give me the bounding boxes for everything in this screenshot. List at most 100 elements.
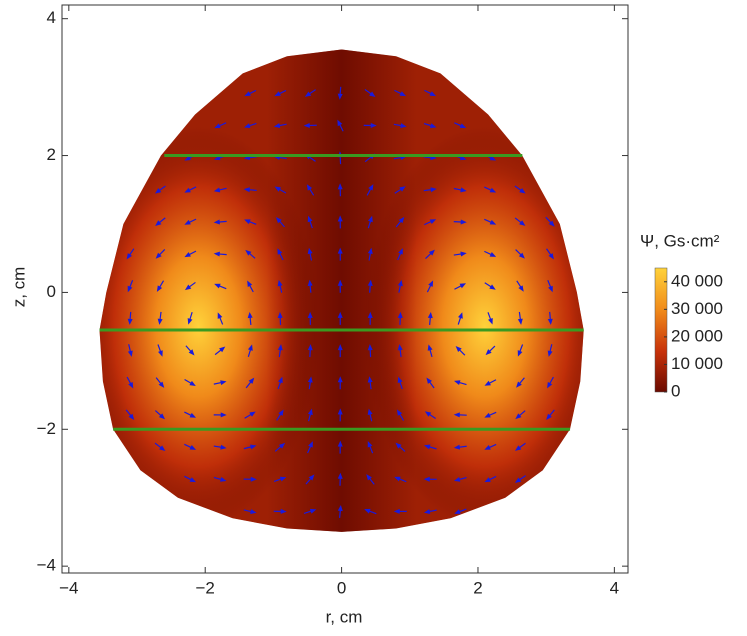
arrow-head (397, 279, 403, 287)
arrow-head (213, 219, 220, 225)
arrow-head (428, 280, 434, 287)
heatmap-stripe (266, 49, 417, 532)
arrow-head (128, 382, 134, 389)
x-tick-label: 4 (610, 578, 619, 597)
arrow-head (397, 344, 403, 351)
arrow-head (548, 253, 554, 260)
colorbar-title: Ψ, Gs·cm² (640, 231, 720, 250)
arrow-head (184, 219, 191, 225)
arrow-head (220, 380, 227, 386)
plot-frame (61, 4, 629, 574)
arrow-head (279, 476, 287, 482)
arrow-head (337, 376, 343, 383)
arrow-head (249, 411, 256, 417)
x-tick-label: −4 (59, 578, 78, 597)
arrow-head (393, 508, 400, 514)
x-tick-label: −2 (196, 578, 215, 597)
arrow-head (277, 279, 283, 287)
arrow-head (273, 123, 281, 128)
arrow-head (307, 408, 313, 416)
arrow-head (337, 440, 343, 447)
arrow-head (454, 509, 461, 514)
arrow-head (337, 119, 343, 127)
arrow-head (399, 91, 407, 97)
arrow-head (429, 219, 437, 225)
arrow-head (306, 184, 313, 191)
arrow-head (423, 476, 430, 482)
arrow-head (459, 123, 467, 129)
arrow-head (514, 477, 522, 483)
arrow-head (127, 350, 133, 357)
arrow-head (398, 248, 403, 255)
arrow-head (517, 318, 523, 325)
arrow-head (248, 377, 255, 384)
arrow-head (213, 251, 220, 257)
arrow-head (304, 91, 312, 97)
heatmap-lobe (99, 126, 320, 527)
arrow-head (245, 249, 252, 256)
arrow-head (155, 220, 162, 227)
arrow-head (184, 187, 191, 193)
y-tick-label: −2 (37, 419, 56, 438)
arrow-head (337, 504, 343, 512)
arrow-head (189, 477, 197, 483)
arrow-head (337, 311, 343, 318)
arrow-head (396, 409, 403, 416)
arrow-head (489, 155, 497, 161)
colorbar-tick-label: 10 000 (671, 354, 723, 373)
arrow-head (460, 251, 467, 257)
arrow-head (427, 344, 433, 351)
arrow-head (337, 215, 343, 222)
colorbar-tick-label: 40 000 (671, 271, 723, 290)
y-axis-label: z, cm (9, 267, 28, 308)
arrow-head (184, 284, 192, 291)
arrow-head (247, 280, 253, 287)
arrow-head (214, 123, 221, 129)
x-axis-label: r, cm (326, 607, 363, 626)
arrow-head (307, 344, 313, 351)
arrow-head (158, 413, 166, 420)
arrow-head (158, 381, 165, 388)
arrow-head (367, 376, 373, 383)
arrow-head (278, 409, 284, 416)
arrow-head (547, 381, 553, 389)
arrow-head (426, 377, 432, 384)
arrow-head (213, 187, 221, 193)
arrow-head (244, 123, 251, 128)
arrow-head (214, 283, 221, 289)
arrow-head (308, 474, 315, 481)
arrow-head (156, 285, 163, 292)
arrow-head (367, 408, 373, 416)
arrow-head (518, 285, 524, 292)
arrow-head (189, 445, 197, 450)
arrow-head (367, 215, 373, 223)
arrow-head (250, 509, 257, 514)
arrow-head (454, 380, 461, 386)
arrow-head (517, 350, 523, 357)
y-tick-label: 0 (47, 282, 56, 301)
arrow-head (307, 215, 313, 223)
arrow-head (489, 219, 497, 225)
x-tick-label: 0 (337, 578, 346, 597)
arrow-head (247, 311, 253, 319)
arrow-head (484, 412, 491, 418)
arrow-head (184, 252, 191, 258)
arrow-head (394, 476, 401, 482)
arrow-head (189, 412, 197, 418)
arrow-head (548, 285, 553, 293)
arrow-head (220, 444, 227, 450)
y-tick-label: 2 (47, 145, 56, 164)
arrow-head (459, 283, 467, 289)
arrow-head (428, 249, 435, 256)
colorbar-tick-label: 20 000 (671, 326, 723, 345)
arrow-head (307, 247, 313, 255)
arrow-head (453, 476, 461, 482)
arrow-head (519, 220, 526, 226)
y-tick-label: −4 (37, 556, 56, 575)
arrow-head (187, 318, 193, 325)
arrow-head (155, 252, 162, 259)
arrow-head (400, 123, 407, 128)
arrow-head (337, 344, 343, 351)
arrow-head (518, 252, 525, 259)
arrow-head (397, 311, 403, 319)
